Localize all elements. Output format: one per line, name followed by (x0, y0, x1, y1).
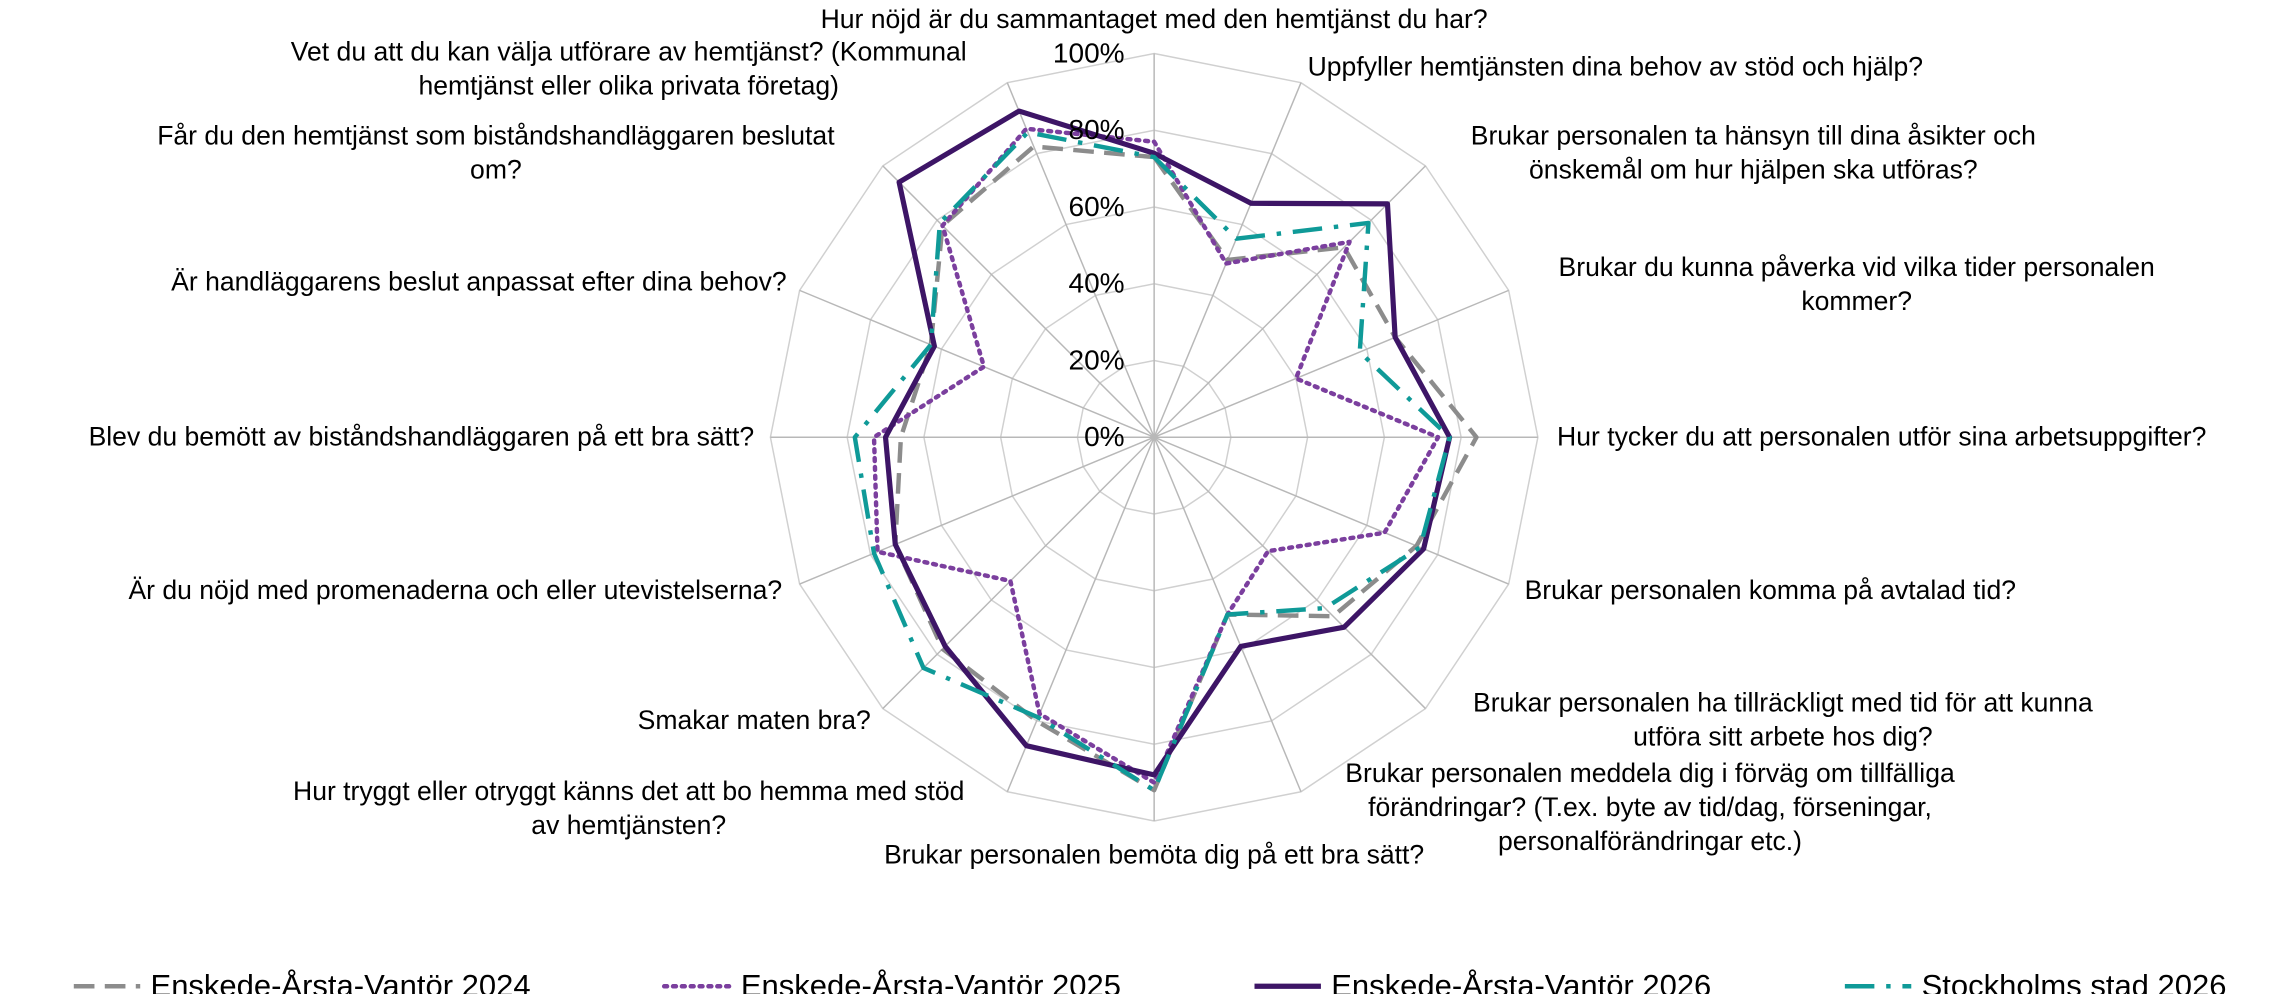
series-line (882, 108, 1453, 778)
spoke (882, 436, 1155, 710)
category-label: Är handläggarens beslut anpassat efter d… (171, 267, 786, 297)
label-line: förändringar? (T.ex. byte av tid/dag, fö… (1368, 792, 1932, 822)
tick-label: 40% (1069, 268, 1125, 299)
label-line: Brukar personalen ta hänsyn till dina ås… (1471, 121, 2036, 151)
category-label: Brukar personalen ta hänsyn till dina ås… (1471, 121, 2036, 185)
series-line (852, 130, 1452, 793)
category-label: Hur tryggt eller otryggt känns det att b… (293, 776, 964, 840)
category-label: Brukar personalen bemöta dig på ett bra … (884, 839, 1424, 869)
label-line: hemtjänst eller olika privata företag) (418, 70, 839, 100)
category-label: Hur tycker du att personalen utför sina … (1557, 422, 2206, 452)
category-label: Uppfyller hemtjänsten dina behov av stöd… (1308, 51, 1923, 81)
category-label: Brukar personalen komma på avtalad tid? (1525, 575, 2016, 605)
label-line: kommer? (1801, 286, 1912, 316)
label-line: Brukar du kunna påverka vid vilka tider … (1559, 252, 2155, 282)
label-line: personalförändringar etc.) (1498, 826, 1802, 856)
label-line: Får du den hemtjänst som biståndshandläg… (157, 121, 835, 151)
tick-label: 0% (1084, 421, 1125, 452)
spoke (799, 289, 1155, 438)
label-line: om? (470, 155, 522, 185)
category-label: Hur nöjd är du sammantaget med den hemtj… (821, 4, 1488, 34)
tick-label: 80% (1069, 114, 1125, 145)
category-label: Smakar maten bra? (638, 705, 871, 735)
category-label: Brukar personalen meddela dig i förväg o… (1345, 758, 1955, 856)
category-label: Får du den hemtjänst som biståndshandläg… (157, 121, 835, 185)
category-label: Vet du att du kan välja utförare av hemt… (291, 37, 967, 101)
label-line: Vet du att du kan välja utförare av hemt… (291, 37, 967, 67)
tick-label: 60% (1069, 191, 1125, 222)
label-line: av hemtjänsten? (531, 810, 726, 840)
category-label: Brukar du kunna påverka vid vilka tider … (1559, 252, 2155, 316)
label-line: önskemål om hur hjälpen ska utföras? (1529, 155, 1978, 185)
tick-label: 20% (1069, 344, 1125, 375)
label-line: Brukar personalen ha tillräckligt med ti… (1473, 687, 2093, 717)
category-label: Blev du bemött av biståndshandläggaren p… (89, 422, 755, 452)
tick-label: 100% (1053, 37, 1125, 68)
spoke (1153, 289, 1509, 438)
legend-label: Stockholms stad 2026 (1922, 968, 2227, 994)
spoke (882, 165, 1155, 438)
label-line: Brukar personalen meddela dig i förväg o… (1345, 758, 1955, 788)
legend-label: Enskede-Årsta-Vantör 2025 (741, 968, 1121, 994)
category-label: Är du nöjd med promenaderna och eller ut… (128, 575, 782, 605)
spoke (1006, 436, 1155, 793)
spoke (799, 436, 1155, 585)
label-line: utföra sitt arbete hos dig? (1633, 721, 1933, 751)
label-line: Hur tryggt eller otryggt känns det att b… (293, 776, 964, 806)
spoke (1006, 82, 1155, 438)
series-line (871, 126, 1441, 785)
legend-label: Enskede-Årsta-Vantör 2026 (1331, 968, 1711, 994)
legend-label: Enskede-Årsta-Vantör 2024 (151, 968, 531, 994)
spoke (1153, 436, 1427, 710)
spoke (1153, 165, 1427, 438)
category-label: Brukar personalen ha tillräckligt med ti… (1473, 687, 2093, 751)
spoke (1153, 436, 1509, 585)
